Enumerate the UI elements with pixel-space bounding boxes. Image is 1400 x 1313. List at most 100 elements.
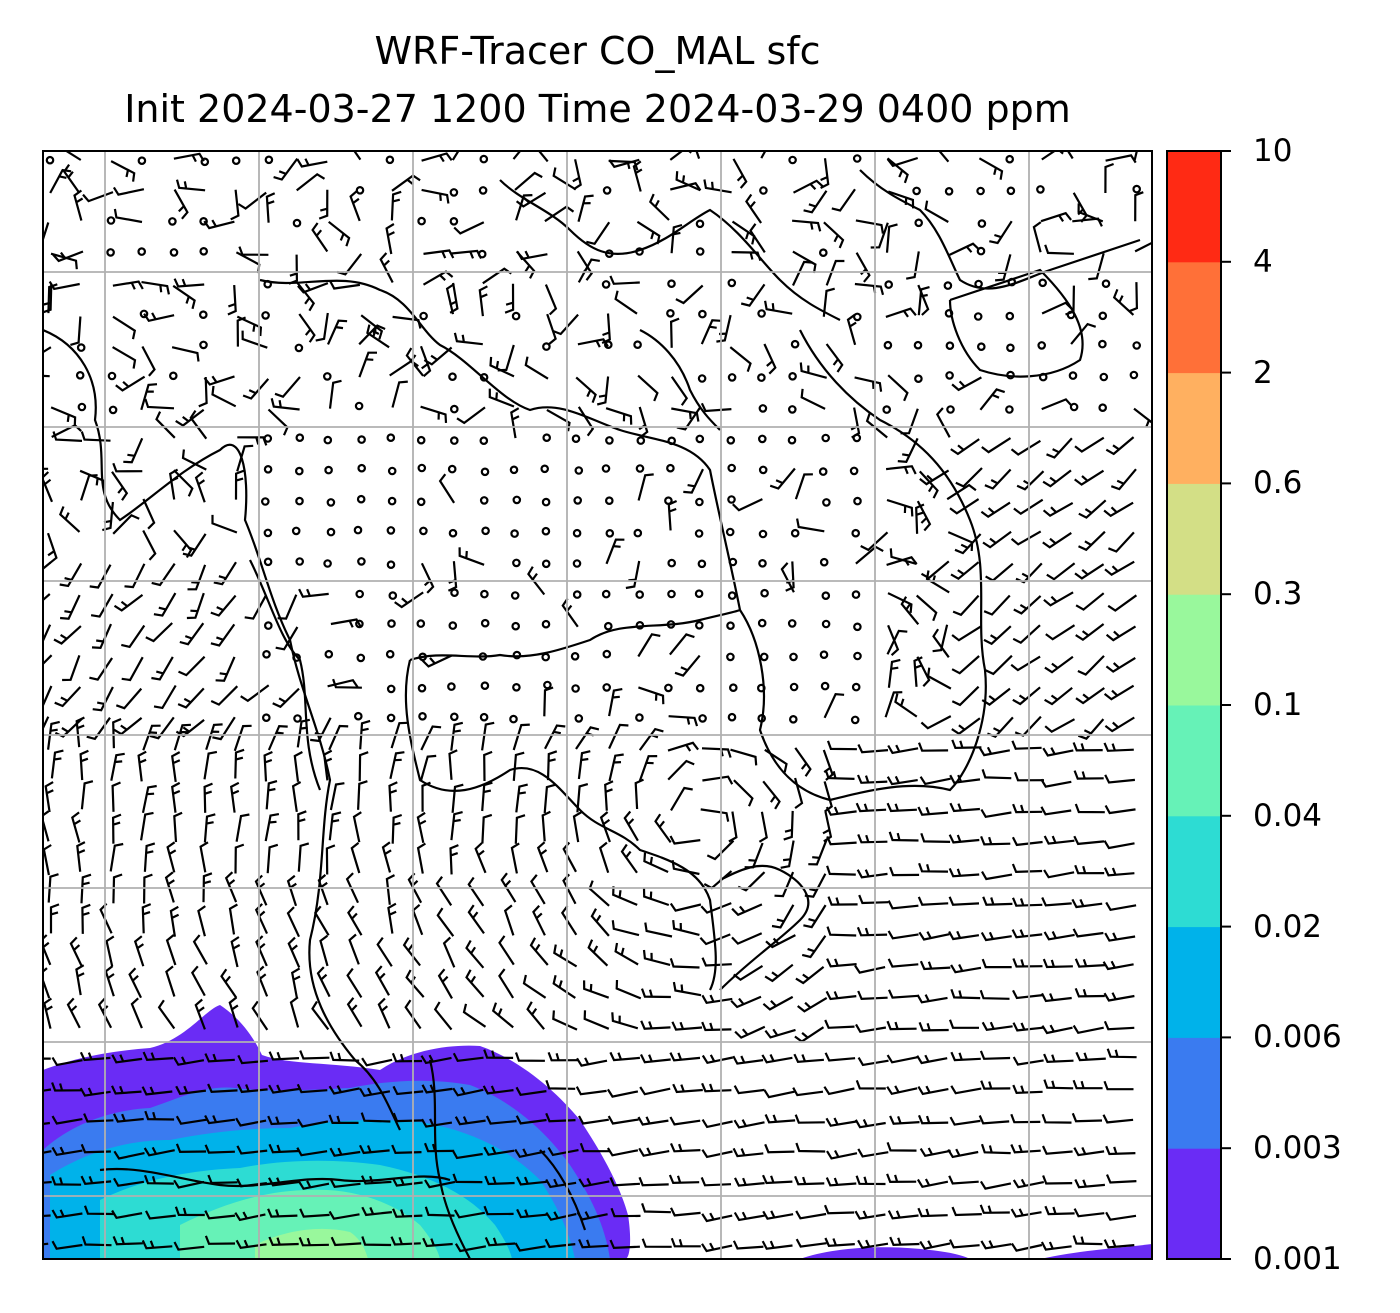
calm-wind-circle [1006,343,1015,353]
calm-wind-circle [108,405,118,415]
wind-barb [1070,322,1097,345]
calm-wind-circle [291,526,301,536]
wind-barb [142,498,156,530]
wind-barb [642,887,670,907]
wind-barb [886,1085,918,1096]
colorbar-frame [1166,150,1222,1260]
wind-barb [980,1240,1012,1250]
wind-barb [227,285,237,316]
wind-barb [979,388,1006,411]
wind-barb [917,742,949,752]
wind-barb [949,774,981,784]
wind-barb [481,721,495,751]
calm-wind-circle [695,497,704,507]
wind-barb [109,842,124,872]
wind-barb [1103,992,1135,1002]
wind-barb [360,1175,392,1185]
wind-barb [609,275,640,285]
calm-wind-circle [697,559,707,569]
calm-wind-circle [541,526,551,536]
calm-wind-circle [726,435,736,445]
calm-wind-circle [757,618,767,628]
calm-wind-circle [1005,154,1015,164]
wind-barb [80,431,111,442]
calm-wind-circle [605,436,614,445]
wind-barb [514,814,526,844]
wind-barb [140,811,154,841]
wind-barb [186,592,205,620]
wind-barb [1011,897,1043,907]
wind-barb [1110,468,1137,491]
wind-barb [1013,498,1044,516]
wind-barb [620,843,638,874]
wind-barb [263,750,273,782]
calm-wind-circle [570,651,580,661]
wind-barb [112,873,123,904]
wind-barb [1043,869,1075,879]
wind-barb [178,655,206,677]
calm-wind-circle [635,620,645,630]
wind-barb [670,182,702,192]
wind-barb [1075,623,1105,642]
calm-wind-circle [478,186,488,195]
wind-barb [43,654,53,666]
wind-barb [950,561,980,581]
colorbar-tick-label: 0.006 [1253,1019,1342,1056]
wind-barb [264,813,280,842]
wind-barb [1041,992,1072,1003]
wind-barb [143,873,153,904]
calm-wind-circle [263,557,273,567]
wind-barb [640,1020,671,1030]
calm-wind-circle [354,401,364,411]
wind-barb [886,157,909,184]
wind-barb [1011,836,1043,847]
wind-barb [50,252,78,270]
wind-barb [451,151,460,161]
wind-barb [453,332,483,346]
calm-wind-circle [635,247,644,256]
wind-barb [317,874,329,906]
wind-barb [175,408,205,427]
wind-barb [1107,594,1138,612]
wind-barb [349,190,361,222]
wind-barb [980,835,1011,846]
wind-barb [920,560,950,580]
calm-wind-circle [450,588,459,598]
wind-barb [1012,1084,1043,1095]
wind-barb [884,691,903,718]
plume-band-bottom-right [800,1244,1152,1259]
wind-barb [916,500,932,532]
wind-barb [171,346,200,362]
wind-barb [608,753,624,782]
wind-barb [115,687,143,710]
wind-barb [611,1012,639,1030]
wind-barb [981,871,1013,881]
calm-wind-circle [760,588,769,598]
wind-barb [578,1115,609,1125]
wind-barb [140,383,158,411]
wind-barb [1043,591,1074,607]
wind-barb [913,656,923,687]
calm-wind-circle [1101,279,1111,289]
wind-barb [980,1080,1011,1090]
wind-barb [298,313,316,343]
calm-wind-circle [944,187,954,196]
calm-wind-circle [727,373,737,382]
wind-barb [609,1051,640,1062]
wind-barb [91,623,113,650]
wind-barb [889,866,920,877]
wind-barb [358,751,369,782]
wind-barb [483,1146,515,1156]
wind-barb [361,1057,393,1067]
calm-wind-circle [818,467,828,476]
wind-barb [950,964,982,974]
wind-barb [516,250,548,261]
calm-wind-circle [510,591,520,600]
wind-barb [62,163,81,194]
wind-barb [265,780,278,810]
wind-barb [43,471,54,503]
wind-barb [1044,718,1076,734]
wind-barb [978,157,1004,180]
wind-barb [524,356,549,380]
